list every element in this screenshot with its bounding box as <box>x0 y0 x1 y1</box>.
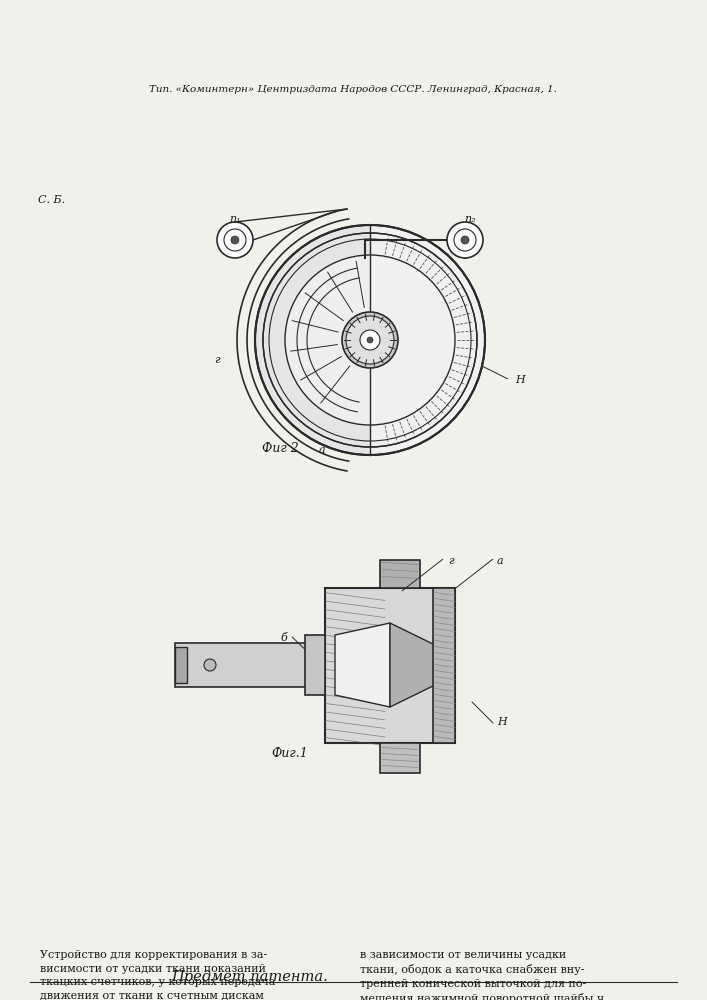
Bar <box>380 742 420 772</box>
Circle shape <box>231 236 239 244</box>
Text: 5: 5 <box>346 338 351 347</box>
Circle shape <box>360 330 380 350</box>
Text: а: а <box>497 556 503 566</box>
Text: 7: 7 <box>355 352 359 361</box>
Text: б: б <box>280 633 287 643</box>
Circle shape <box>461 236 469 244</box>
Circle shape <box>342 312 398 368</box>
Circle shape <box>217 222 253 258</box>
Text: С. Б.: С. Б. <box>38 195 65 205</box>
Text: Устройство для корректирования в за-
висимости от усадки ткани показаний
ткацких: Устройство для корректирования в за- вис… <box>40 950 275 1000</box>
Circle shape <box>367 337 373 343</box>
Text: п₂: п₂ <box>464 214 476 224</box>
Bar <box>175 643 325 687</box>
Circle shape <box>224 229 246 251</box>
Text: в зависимости от величины усадки
ткани, ободок а каточка снабжен вну-
тренней ко: в зависимости от величины усадки ткани, … <box>360 950 608 1000</box>
Circle shape <box>447 222 483 258</box>
Circle shape <box>250 220 490 460</box>
Bar <box>325 587 455 742</box>
Text: Фиг 2: Фиг 2 <box>262 442 298 455</box>
Text: 4: 4 <box>347 330 352 339</box>
Bar <box>380 560 420 587</box>
Text: п₁: п₁ <box>229 214 241 224</box>
Text: 1: 1 <box>364 315 369 324</box>
Bar <box>175 647 187 683</box>
Text: Фиг.1: Фиг.1 <box>271 747 308 760</box>
Text: Предмет патента.: Предмет патента. <box>172 970 328 984</box>
Text: Н: Н <box>497 717 507 727</box>
Circle shape <box>346 316 394 364</box>
Bar <box>305 635 325 695</box>
Bar <box>433 587 455 742</box>
Wedge shape <box>255 225 370 455</box>
Wedge shape <box>285 255 370 425</box>
Text: Н: Н <box>515 375 525 385</box>
Text: 2: 2 <box>356 318 361 327</box>
Polygon shape <box>390 623 435 707</box>
Polygon shape <box>335 623 390 707</box>
Text: Тип. «Коминтерн» Центриздата Народов СССР. Ленинград, Красная, 1.: Тип. «Коминтерн» Центриздата Народов ССС… <box>149 86 557 95</box>
Text: 3: 3 <box>351 323 356 332</box>
Text: г: г <box>448 556 454 566</box>
Text: 6: 6 <box>349 346 354 355</box>
Wedge shape <box>370 225 485 455</box>
Text: г: г <box>214 355 220 365</box>
Circle shape <box>454 229 476 251</box>
Circle shape <box>204 659 216 671</box>
Text: а: а <box>318 445 325 455</box>
